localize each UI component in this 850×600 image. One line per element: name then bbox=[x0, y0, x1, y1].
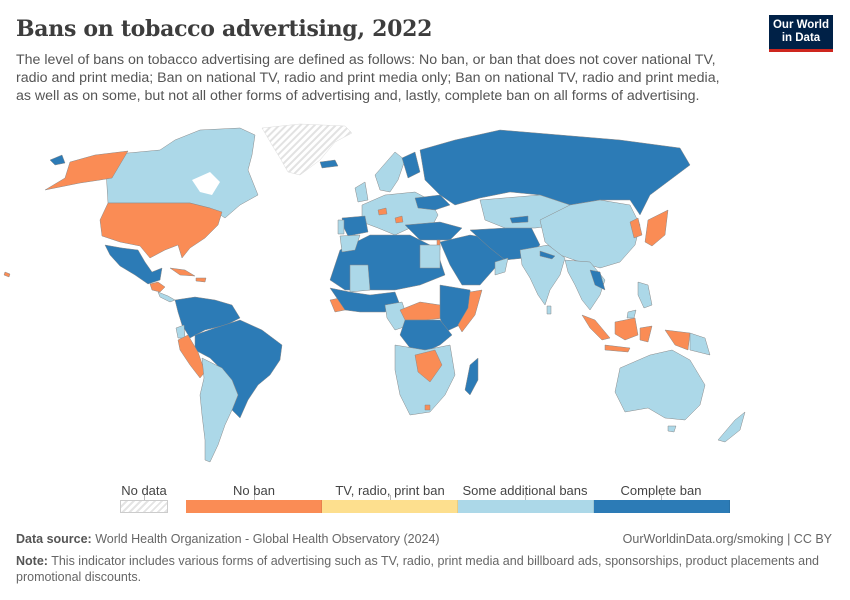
region-car-south-sudan[interactable] bbox=[399, 301, 446, 321]
region-java[interactable] bbox=[604, 344, 631, 353]
legend-label-tv-radio-print: TV, radio, print ban bbox=[335, 483, 445, 498]
region-spain[interactable] bbox=[341, 215, 369, 237]
region-ukraine[interactable] bbox=[414, 194, 451, 211]
region-papua-indonesia[interactable] bbox=[664, 329, 691, 351]
region-southern-cone[interactable] bbox=[199, 357, 239, 463]
legend-label-complete-ban: Complete ban bbox=[620, 483, 702, 498]
region-new-zealand[interactable] bbox=[717, 411, 746, 443]
region-canada[interactable] bbox=[105, 127, 259, 219]
legend-tick bbox=[661, 495, 662, 500]
region-australia[interactable] bbox=[614, 349, 706, 421]
owid-url-license[interactable]: OurWorldinData.org/smoking | CC BY bbox=[622, 532, 832, 546]
region-egypt[interactable] bbox=[419, 244, 441, 269]
region-korea[interactable] bbox=[629, 217, 643, 239]
logo-line1: Our World bbox=[772, 19, 829, 31]
region-sri-lanka[interactable] bbox=[546, 305, 552, 315]
region-hawaii[interactable] bbox=[3, 271, 11, 278]
note-label: Note: bbox=[16, 554, 48, 568]
region-bosnia[interactable] bbox=[394, 215, 404, 224]
region-central-america-south[interactable] bbox=[157, 291, 176, 303]
region-peru[interactable] bbox=[177, 334, 206, 379]
region-borneo[interactable] bbox=[614, 317, 639, 341]
region-mexico[interactable] bbox=[104, 244, 163, 285]
region-russia[interactable] bbox=[419, 129, 691, 216]
region-oman[interactable] bbox=[494, 257, 509, 276]
region-turkey[interactable] bbox=[404, 221, 463, 241]
region-uk[interactable] bbox=[354, 181, 369, 203]
region-mali[interactable] bbox=[349, 264, 371, 293]
region-brazil[interactable] bbox=[194, 319, 283, 419]
region-finland[interactable] bbox=[401, 151, 421, 179]
legend-tick bbox=[525, 495, 526, 500]
legend-tick bbox=[254, 495, 255, 500]
source-link[interactable]: World Health Organization - Global Healt… bbox=[95, 532, 440, 546]
region-sulawesi[interactable] bbox=[639, 325, 653, 343]
region-laos[interactable] bbox=[589, 269, 606, 291]
region-japan[interactable] bbox=[644, 209, 669, 247]
note-text: This indicator includes various forms of… bbox=[16, 554, 819, 584]
legend-tick bbox=[390, 495, 391, 500]
region-cuba[interactable] bbox=[169, 267, 196, 277]
owid-logo[interactable]: Our World in Data bbox=[769, 15, 833, 52]
region-png[interactable] bbox=[689, 332, 711, 356]
legend-label-no-ban: No ban bbox=[233, 483, 275, 498]
region-philippines[interactable] bbox=[637, 281, 653, 309]
legend-tick bbox=[144, 495, 145, 500]
region-madagascar[interactable] bbox=[464, 357, 479, 396]
region-iceland[interactable] bbox=[319, 159, 339, 169]
region-guatemala-honduras[interactable] bbox=[149, 281, 166, 293]
legend-swatch-no-data[interactable] bbox=[120, 500, 168, 513]
region-borneo-north[interactable] bbox=[626, 309, 637, 319]
region-ecuador[interactable] bbox=[175, 324, 186, 339]
region-zambia-zimbabwe[interactable] bbox=[414, 349, 443, 383]
region-portugal[interactable] bbox=[337, 219, 345, 235]
legend-swatch-complete-ban[interactable] bbox=[594, 500, 730, 513]
source-label: Data source: bbox=[16, 532, 92, 546]
legend-color-bins bbox=[186, 500, 730, 513]
region-hudson-bay bbox=[192, 172, 220, 195]
region-tasmania[interactable] bbox=[667, 425, 677, 433]
chart-subtitle: The level of bans on tobacco advertising… bbox=[16, 52, 720, 104]
region-greenland[interactable] bbox=[261, 123, 353, 176]
chart-title: Bans on tobacco advertising, 2022 bbox=[16, 16, 433, 42]
world-map[interactable] bbox=[0, 122, 850, 472]
region-india[interactable] bbox=[519, 244, 566, 306]
legend-swatch-no-ban[interactable] bbox=[186, 500, 322, 513]
logo-line2: in Data bbox=[781, 32, 821, 44]
region-somalia[interactable] bbox=[457, 289, 483, 333]
region-switzerland[interactable] bbox=[377, 207, 388, 216]
region-nepal[interactable] bbox=[539, 250, 556, 260]
legend-label-no-data: No data bbox=[121, 483, 167, 498]
legend-label-some-additional: Some additional bans bbox=[462, 483, 588, 498]
legend: No data No ban TV, radio, print ban Some… bbox=[0, 480, 850, 520]
chart-note: Note: This indicator includes various fo… bbox=[16, 553, 826, 585]
region-alaska[interactable] bbox=[44, 150, 129, 191]
region-morocco[interactable] bbox=[339, 234, 361, 253]
legend-swatch-tv-radio-print[interactable] bbox=[322, 500, 458, 513]
region-scandinavia[interactable] bbox=[374, 151, 406, 193]
region-kyrgyzstan[interactable] bbox=[509, 215, 529, 224]
legend-swatch-some-additional[interactable] bbox=[458, 500, 594, 513]
region-hispaniola[interactable] bbox=[195, 277, 207, 283]
region-usa[interactable] bbox=[99, 202, 223, 259]
region-chukotka[interactable] bbox=[49, 154, 66, 166]
region-sumatra[interactable] bbox=[581, 314, 611, 341]
data-source: Data source: World Health Organization -… bbox=[16, 532, 440, 546]
region-lesotho[interactable] bbox=[424, 404, 431, 411]
